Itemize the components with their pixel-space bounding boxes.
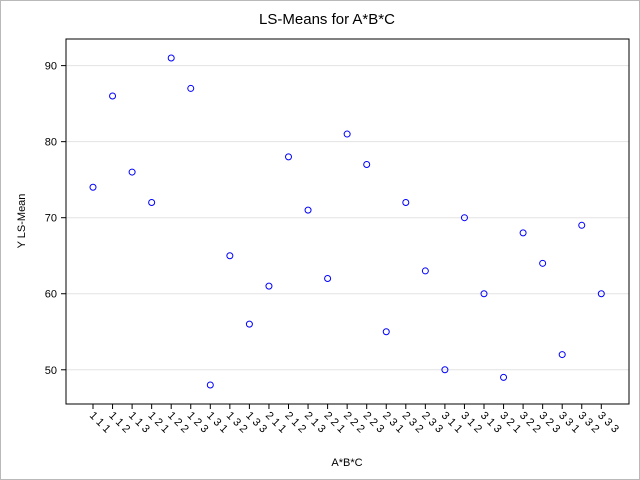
x-tick-label: 3 3 3 — [595, 410, 621, 436]
data-point — [402, 198, 410, 206]
data-point — [597, 290, 605, 298]
x-tick-label: 1 3 2 — [224, 410, 250, 436]
x-tick-label: 2 2 1 — [321, 410, 347, 436]
data-point — [167, 54, 175, 62]
data-point — [421, 267, 429, 275]
data-point — [324, 275, 332, 283]
x-tick-label: 3 3 1 — [556, 410, 582, 436]
data-point — [578, 221, 586, 229]
data-point — [441, 366, 449, 374]
data-point — [480, 290, 488, 298]
x-tick-label: 2 2 2 — [341, 410, 367, 436]
data-point — [187, 84, 195, 92]
data-point — [558, 351, 566, 359]
data-points — [89, 54, 605, 389]
x-tick-label: 2 1 1 — [263, 410, 289, 436]
data-point — [539, 259, 547, 267]
data-point — [265, 282, 273, 290]
data-point — [89, 183, 97, 191]
data-point — [206, 381, 214, 389]
data-point — [148, 198, 156, 206]
x-axis: 1 1 11 1 21 1 31 2 11 2 21 2 31 3 11 3 2… — [87, 404, 621, 435]
y-tick-label: 80 — [45, 137, 57, 149]
x-tick-label: 3 2 2 — [517, 410, 543, 436]
x-tick-label: 1 2 2 — [165, 410, 191, 436]
x-tick-label: 3 2 3 — [537, 410, 563, 436]
data-point — [109, 92, 117, 100]
gridlines — [66, 65, 629, 371]
data-point — [519, 229, 527, 237]
x-tick-label: 2 3 2 — [400, 410, 426, 436]
x-tick-label: 1 2 1 — [146, 410, 172, 436]
data-point — [245, 320, 253, 328]
y-tick-label: 70 — [45, 213, 57, 225]
x-tick-label: 3 1 3 — [478, 410, 504, 436]
plot-area — [65, 38, 630, 405]
x-tick-label: 1 3 1 — [204, 410, 230, 436]
x-tick-label: 2 2 3 — [361, 410, 387, 436]
x-tick-label: 2 3 3 — [419, 410, 445, 436]
y-tick-label: 90 — [45, 61, 57, 73]
x-tick-label: 1 3 3 — [243, 410, 269, 436]
y-axis-label: Y LS-Mean — [16, 194, 28, 249]
data-point — [285, 153, 292, 161]
y-axis: 50 60 70 80 90 — [45, 61, 66, 377]
data-point — [363, 160, 371, 168]
x-tick-label: 3 1 1 — [439, 410, 465, 436]
y-tick-label: 60 — [45, 289, 57, 301]
data-point — [304, 206, 312, 214]
x-tick-label: 2 1 3 — [302, 410, 328, 436]
x-tick-label: 1 1 1 — [87, 410, 113, 436]
x-tick-label: 3 3 2 — [576, 410, 602, 436]
x-tick-label: 3 2 1 — [497, 410, 523, 436]
data-point — [500, 373, 508, 381]
x-tick-label: 1 2 3 — [185, 410, 211, 436]
x-axis-label: A*B*C — [331, 457, 362, 469]
x-tick-label: 1 1 3 — [126, 410, 152, 436]
x-tick-label: 2 3 1 — [380, 410, 406, 436]
x-tick-label: 2 1 2 — [282, 410, 308, 436]
data-point — [128, 168, 136, 176]
chart-title: LS-Means for A*B*C — [259, 11, 395, 28]
data-point — [382, 328, 390, 336]
y-tick-label: 50 — [45, 365, 57, 377]
data-point — [460, 214, 468, 222]
x-tick-label: 1 1 2 — [106, 410, 132, 436]
data-point — [343, 130, 351, 138]
data-point — [226, 252, 234, 260]
x-tick-label: 3 1 2 — [458, 410, 484, 436]
